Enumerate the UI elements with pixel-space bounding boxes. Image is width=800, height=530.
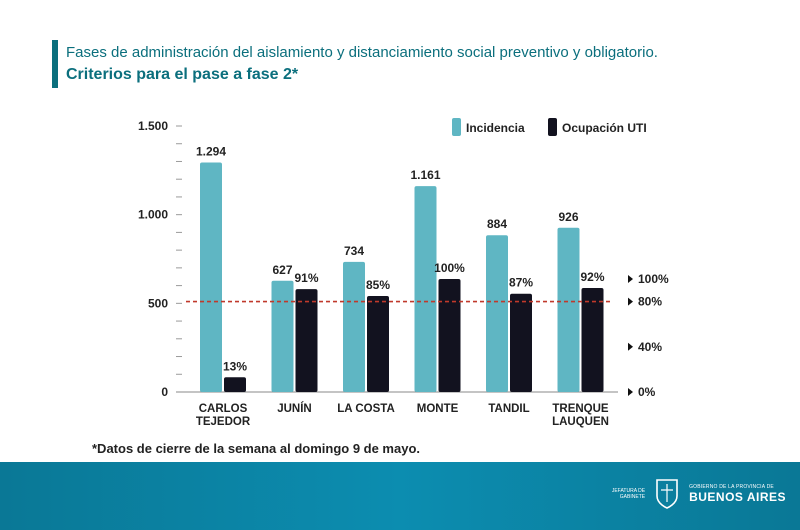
provincia-label: BUENOS AIRES (689, 490, 786, 504)
left-axis-label: 0 (161, 385, 168, 399)
data-label-incidencia: 627 (272, 263, 292, 277)
right-axis-marker (628, 297, 633, 306)
bar-ocupacion-uti (510, 293, 532, 392)
footnote: *Datos de cierre de la semana al domingo… (92, 441, 421, 456)
data-label-incidencia: 734 (344, 244, 364, 258)
data-label-ocupacion-uti: 85% (366, 278, 390, 292)
bar-incidencia (486, 235, 508, 392)
jefatura-label: JEFATURA DE GABINETE (611, 488, 646, 500)
right-axis-label: 40% (638, 340, 662, 354)
bar-incidencia (414, 186, 437, 392)
footer-band: JEFATURA DE GABINETE GOBIERNO DE LA PROV… (0, 462, 800, 530)
left-axis-label: 1.000 (138, 208, 168, 222)
bar-ocupacion-uti (295, 289, 318, 392)
right-axis-label: 80% (638, 295, 662, 309)
category-label: TANDIL (488, 403, 529, 415)
right-axis-marker (628, 342, 633, 351)
data-label-incidencia: 1.294 (196, 145, 226, 159)
data-label-incidencia: 1.161 (410, 168, 440, 182)
category-label: TEJEDOR (196, 416, 251, 428)
data-label-ocupacion-uti: 100% (434, 261, 465, 275)
left-axis-label: 1.500 (138, 119, 168, 133)
bar-ocupacion-uti (581, 288, 604, 392)
bar-chart: 0 500 1.000 1.500 0% 40% 80% 100% 1.294 13% CARLOS… (138, 118, 669, 428)
data-label-incidencia: 884 (487, 217, 507, 231)
shield-icon (656, 479, 678, 509)
data-label-ocupacion-uti: 87% (509, 276, 533, 290)
chart-title: Fases de administración del aislamiento … (66, 44, 658, 61)
bar-incidencia (271, 280, 294, 392)
data-label-ocupacion-uti: 91% (294, 271, 318, 285)
category-label: MONTE (417, 403, 459, 415)
right-axis-label: 100% (638, 272, 669, 286)
chart-subtitle: Criterios para el pase a fase 2* (66, 66, 299, 83)
bar-ocupacion-uti (438, 279, 461, 392)
legend-label: Incidencia (466, 121, 525, 135)
bar-incidencia (343, 261, 365, 392)
data-label-ocupacion-uti: 13% (223, 359, 247, 373)
category-label: JUNÍN (277, 402, 312, 415)
legend-swatch (452, 118, 461, 136)
category-label: CARLOS (199, 403, 248, 415)
data-label-incidencia: 926 (558, 210, 578, 224)
right-axis-marker (628, 388, 633, 396)
category-label: TRENQUE (552, 403, 609, 415)
gobierno-label: GOBIERNO DE LA PROVINCIA DE (689, 484, 774, 490)
title-accent-bar (52, 40, 58, 88)
right-axis-marker (628, 275, 633, 283)
bar-incidencia (557, 227, 580, 392)
bar-ocupacion-uti (224, 377, 246, 392)
category-label: LA COSTA (337, 403, 395, 415)
left-axis-label: 500 (148, 296, 168, 310)
legend-swatch (548, 118, 557, 136)
right-axis-label: 0% (638, 385, 656, 399)
bar-ocupacion-uti (367, 295, 389, 392)
category-label: LAUQUEN (552, 416, 609, 428)
bar-incidencia (200, 162, 222, 392)
government-logo: JEFATURA DE GABINETE GOBIERNO DE LA PROV… (597, 478, 786, 510)
data-label-ocupacion-uti: 92% (580, 270, 604, 284)
legend-label: Ocupación UTI (562, 121, 647, 135)
